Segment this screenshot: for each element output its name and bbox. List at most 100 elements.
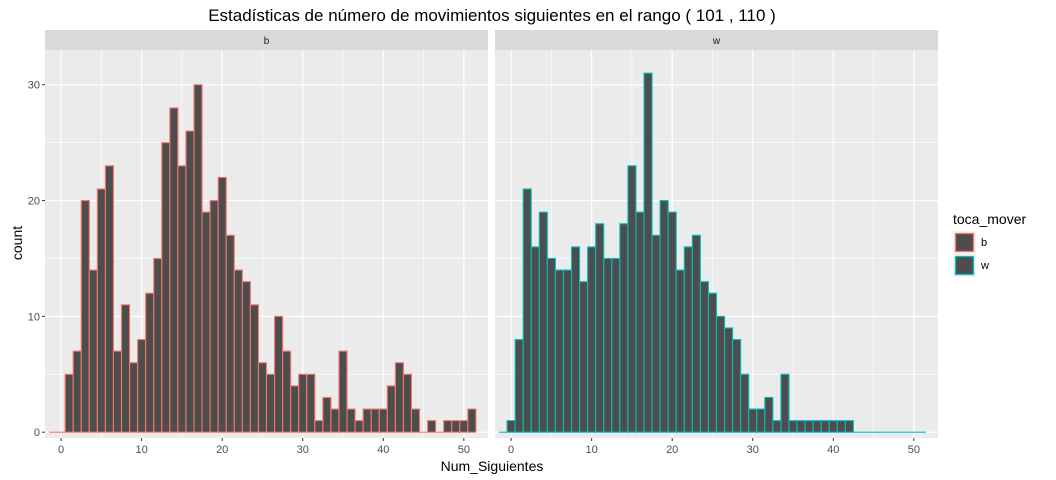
strip-background [495,30,938,50]
histogram-bar [764,396,774,433]
histogram-bar [603,257,613,433]
x-tick-label: 20 [666,444,678,456]
histogram-bar [241,281,251,433]
histogram-bar [740,373,750,433]
histogram-bar [209,200,219,433]
histogram-bar [145,292,155,433]
histogram-bar [177,165,187,433]
histogram-bar [522,188,532,433]
histogram-bar [370,408,380,433]
histogram-bar [80,200,90,433]
histogram-bar [338,350,348,433]
histogram-bar [675,269,685,433]
histogram-bar [667,211,677,433]
histogram-bar [530,246,540,433]
x-tick-label: 0 [508,444,514,456]
bars-b [49,84,477,433]
histogram-bar [659,200,669,433]
histogram-bar [257,362,268,433]
x-tick-label: 40 [377,444,389,456]
histogram-bar [699,281,709,433]
histogram-bar [724,327,734,433]
histogram-bar [651,234,661,433]
legend-label: w [980,260,989,272]
panel-b: b 0 10 20 30 40 50 0 10 20 30 [28,30,488,456]
histogram-bar [265,373,276,433]
histogram-bar [756,408,766,433]
histogram-bar [169,107,179,433]
x-tick-label: 20 [216,444,228,456]
histogram-bar [611,257,621,433]
histogram-bar [570,246,581,433]
legend-title: toca_mover [953,211,1026,227]
x-tick-label: 50 [908,444,920,456]
histogram-bar [812,420,822,433]
histogram-bar [691,234,701,433]
histogram-bar [844,420,854,433]
y-axis-title: count [9,226,25,260]
y-tick-label: 20 [28,196,40,208]
histogram-bar [538,211,548,433]
histogram-bar [249,304,259,433]
histogram-bar [354,420,364,433]
histogram-bar [732,339,742,433]
histogram-bar [796,420,806,433]
legend-entry-b: b [953,231,987,254]
histogram-bar [748,408,758,433]
x-tick-label: 10 [586,444,598,456]
histogram-bar [193,84,203,433]
bars-w [499,72,926,433]
histogram-bar [322,396,332,433]
histogram-bar [804,420,814,433]
histogram-bar [378,408,388,433]
y-tick-label: 0 [34,427,40,439]
histogram-bar [153,257,163,433]
histogram-bar [627,165,637,433]
histogram-bar [64,373,74,433]
x-tick-label: 50 [458,444,470,456]
histogram-bar [772,420,782,433]
histogram-bar [402,373,413,433]
histogram-bar [619,223,629,433]
histogram-bar [506,420,516,433]
histogram-bar [129,362,139,433]
histogram-bar [828,420,838,433]
histogram-bar [587,246,597,433]
histogram-bar [137,339,147,433]
histogram-bar [346,408,356,433]
histogram-bar [788,420,798,433]
histogram-bar [467,408,477,433]
histogram-bar [314,420,324,433]
histogram-bar [290,385,300,433]
histogram-bar [233,269,243,433]
histogram-bar [780,373,790,433]
histogram-bar [554,269,565,433]
legend: toca_mover bw [953,211,1026,277]
histogram-bar [643,72,653,433]
histogram-bar [362,408,372,433]
histogram-bar [120,304,131,433]
histogram-bar [410,408,421,433]
legend-swatch [954,232,975,253]
histogram-bar [715,315,726,433]
x-tick-label: 30 [297,444,309,456]
histogram-bar [185,130,195,433]
histogram-bar [298,373,308,433]
histogram-bar [88,269,98,433]
histogram-bar [225,234,235,433]
histogram-bar [161,142,171,433]
histogram-bar [836,420,846,433]
histogram-bar [820,420,830,433]
histogram-bar [217,176,227,433]
legend-label: b [981,237,987,249]
histogram-bar [451,420,461,433]
histogram-bar [112,350,123,433]
histogram-bar [546,257,556,433]
y-tick-label: 10 [28,311,40,323]
histogram-bar [386,385,396,433]
histogram-bar [306,373,316,433]
legend-swatch [954,255,975,276]
histogram-bar [427,420,437,433]
strip-label-w: w [712,36,721,47]
strip-background [45,30,488,50]
